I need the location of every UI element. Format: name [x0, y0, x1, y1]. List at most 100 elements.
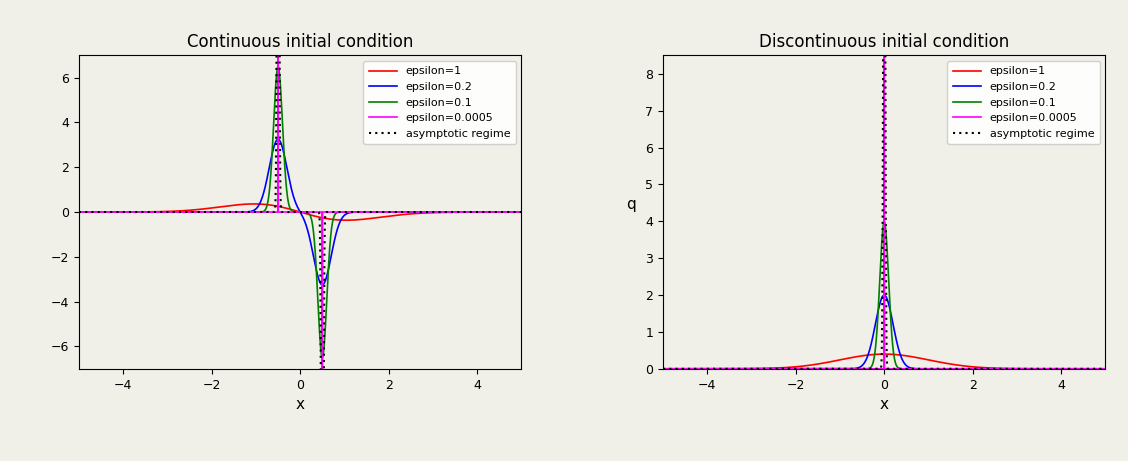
asymptotic regime [241, 209, 255, 215]
epsilon=0.1 [878, 219, 891, 225]
epsilon=1 [340, 218, 353, 223]
epsilon=0.2 [944, 366, 958, 372]
X-axis label: x: x [880, 397, 889, 412]
epsilon=0.0005 [1020, 366, 1033, 372]
asymptotic regime [737, 366, 750, 372]
epsilon=0.1 [922, 366, 935, 372]
epsilon=0.2 [241, 209, 255, 215]
asymptotic regime [403, 209, 416, 215]
X-axis label: x: x [296, 397, 305, 412]
epsilon=0.1 [316, 355, 329, 361]
asymptotic regime [656, 366, 670, 372]
asymptotic regime [337, 209, 351, 215]
epsilon=0.0005 [337, 209, 351, 215]
epsilon=1 [403, 211, 416, 217]
epsilon=0.2 [878, 292, 891, 298]
epsilon=1 [737, 366, 750, 372]
epsilon=0.2 [987, 366, 1001, 372]
epsilon=0.1 [152, 209, 166, 215]
epsilon=1 [241, 201, 255, 207]
epsilon=0.2 [1020, 366, 1033, 372]
epsilon=1 [247, 201, 261, 207]
epsilon=0.2 [1099, 366, 1112, 372]
epsilon=0.2 [826, 366, 839, 372]
epsilon=1 [337, 218, 351, 223]
epsilon=1 [922, 357, 935, 363]
asymptotic regime [987, 366, 1001, 372]
epsilon=0.1 [1099, 366, 1112, 372]
epsilon=0.0005 [987, 366, 1001, 372]
epsilon=0.1 [656, 366, 670, 372]
epsilon=1 [1099, 366, 1112, 372]
asymptotic regime [360, 209, 373, 215]
epsilon=0.1 [337, 209, 351, 215]
epsilon=0.0005 [403, 209, 416, 215]
Title: Continuous initial condition: Continuous initial condition [187, 33, 413, 51]
epsilon=0.1 [272, 64, 285, 69]
epsilon=0.2 [272, 136, 285, 142]
epsilon=0.1 [826, 366, 839, 372]
asymptotic regime [922, 366, 935, 372]
Line: epsilon=0.1: epsilon=0.1 [79, 66, 521, 358]
asymptotic regime [1099, 366, 1112, 372]
epsilon=1 [878, 351, 891, 357]
epsilon=0.2 [360, 209, 373, 215]
asymptotic regime [1020, 366, 1033, 372]
Line: epsilon=1: epsilon=1 [663, 354, 1105, 369]
epsilon=0.0005 [944, 366, 958, 372]
Y-axis label: q: q [626, 197, 636, 212]
asymptotic regime [514, 209, 528, 215]
Legend: epsilon=1, epsilon=0.2, epsilon=0.1, epsilon=0.0005, asymptotic regime: epsilon=1, epsilon=0.2, epsilon=0.1, eps… [948, 61, 1100, 144]
epsilon=0.2 [656, 366, 670, 372]
epsilon=0.0005 [152, 209, 166, 215]
epsilon=0.1 [241, 209, 255, 215]
epsilon=0.2 [514, 209, 528, 215]
asymptotic regime [437, 209, 450, 215]
epsilon=0.2 [437, 209, 450, 215]
epsilon=1 [514, 209, 528, 215]
epsilon=1 [1020, 366, 1033, 372]
Legend: epsilon=1, epsilon=0.2, epsilon=0.1, epsilon=0.0005, asymptotic regime: epsilon=1, epsilon=0.2, epsilon=0.1, eps… [363, 61, 515, 144]
epsilon=0.1 [737, 366, 750, 372]
epsilon=1 [360, 216, 373, 222]
epsilon=1 [656, 366, 670, 372]
epsilon=0.0005 [656, 366, 670, 372]
epsilon=0.1 [72, 209, 86, 215]
epsilon=0.0005 [514, 209, 528, 215]
epsilon=0.0005 [72, 209, 86, 215]
epsilon=0.0005 [437, 209, 450, 215]
epsilon=0.0005 [826, 366, 839, 372]
epsilon=1 [944, 361, 958, 367]
epsilon=1 [826, 359, 839, 364]
Line: epsilon=0.2: epsilon=0.2 [663, 295, 1105, 369]
asymptotic regime [72, 209, 86, 215]
epsilon=0.1 [987, 366, 1001, 372]
epsilon=0.1 [360, 209, 373, 215]
Line: asymptotic regime: asymptotic regime [79, 0, 521, 461]
epsilon=0.2 [316, 282, 329, 288]
epsilon=1 [152, 209, 166, 214]
asymptotic regime [152, 209, 166, 215]
epsilon=0.0005 [1099, 366, 1112, 372]
Line: epsilon=1: epsilon=1 [79, 204, 521, 220]
epsilon=0.2 [922, 366, 935, 372]
epsilon=0.0005 [360, 209, 373, 215]
epsilon=1 [72, 209, 86, 215]
epsilon=0.0005 [241, 209, 255, 215]
epsilon=0.2 [337, 213, 351, 218]
epsilon=0.0005 [922, 366, 935, 372]
epsilon=0.2 [403, 209, 416, 215]
epsilon=1 [437, 210, 450, 215]
epsilon=1 [987, 365, 1001, 371]
epsilon=0.2 [72, 209, 86, 215]
epsilon=0.1 [944, 366, 958, 372]
epsilon=0.1 [514, 209, 528, 215]
Line: epsilon=0.0005: epsilon=0.0005 [663, 0, 1105, 369]
epsilon=0.0005 [737, 366, 750, 372]
Title: Discontinuous initial condition: Discontinuous initial condition [759, 33, 1010, 51]
epsilon=0.2 [737, 366, 750, 372]
epsilon=0.2 [152, 209, 166, 215]
Line: asymptotic regime: asymptotic regime [663, 0, 1105, 369]
epsilon=0.1 [403, 209, 416, 215]
Line: epsilon=0.2: epsilon=0.2 [79, 139, 521, 285]
